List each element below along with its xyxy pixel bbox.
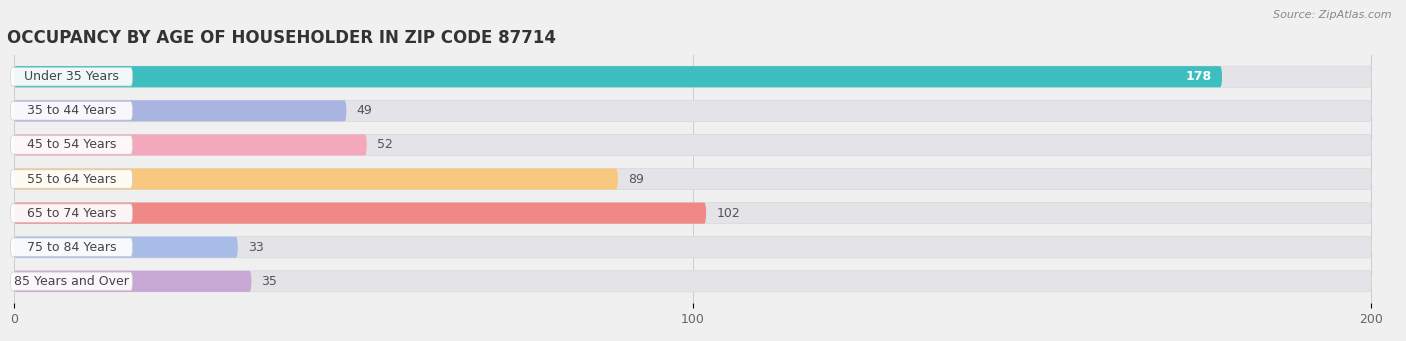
FancyBboxPatch shape xyxy=(14,66,1222,87)
Text: 102: 102 xyxy=(716,207,740,220)
Text: 35: 35 xyxy=(262,275,277,288)
FancyBboxPatch shape xyxy=(10,238,132,256)
FancyBboxPatch shape xyxy=(14,168,617,190)
Text: Under 35 Years: Under 35 Years xyxy=(24,70,120,83)
FancyBboxPatch shape xyxy=(10,272,132,291)
Text: 49: 49 xyxy=(357,104,373,117)
FancyBboxPatch shape xyxy=(14,237,238,258)
FancyBboxPatch shape xyxy=(14,66,1371,87)
Text: 89: 89 xyxy=(628,173,644,186)
FancyBboxPatch shape xyxy=(14,100,1371,121)
FancyBboxPatch shape xyxy=(14,271,252,292)
FancyBboxPatch shape xyxy=(14,203,1371,224)
FancyBboxPatch shape xyxy=(14,203,706,224)
FancyBboxPatch shape xyxy=(14,134,367,155)
Text: 52: 52 xyxy=(377,138,392,151)
FancyBboxPatch shape xyxy=(10,204,132,222)
FancyBboxPatch shape xyxy=(10,68,132,86)
Text: Source: ZipAtlas.com: Source: ZipAtlas.com xyxy=(1274,10,1392,20)
FancyBboxPatch shape xyxy=(10,102,132,120)
Text: 178: 178 xyxy=(1185,70,1212,83)
Text: 45 to 54 Years: 45 to 54 Years xyxy=(27,138,117,151)
Text: 55 to 64 Years: 55 to 64 Years xyxy=(27,173,117,186)
FancyBboxPatch shape xyxy=(10,136,132,154)
Text: 33: 33 xyxy=(247,241,264,254)
Text: OCCUPANCY BY AGE OF HOUSEHOLDER IN ZIP CODE 87714: OCCUPANCY BY AGE OF HOUSEHOLDER IN ZIP C… xyxy=(7,29,555,47)
FancyBboxPatch shape xyxy=(14,134,1371,155)
FancyBboxPatch shape xyxy=(10,170,132,188)
Text: 85 Years and Over: 85 Years and Over xyxy=(14,275,129,288)
FancyBboxPatch shape xyxy=(14,271,1371,292)
Text: 35 to 44 Years: 35 to 44 Years xyxy=(27,104,117,117)
FancyBboxPatch shape xyxy=(14,237,1371,258)
FancyBboxPatch shape xyxy=(14,168,1371,190)
Text: 75 to 84 Years: 75 to 84 Years xyxy=(27,241,117,254)
FancyBboxPatch shape xyxy=(14,100,346,121)
Text: 65 to 74 Years: 65 to 74 Years xyxy=(27,207,117,220)
